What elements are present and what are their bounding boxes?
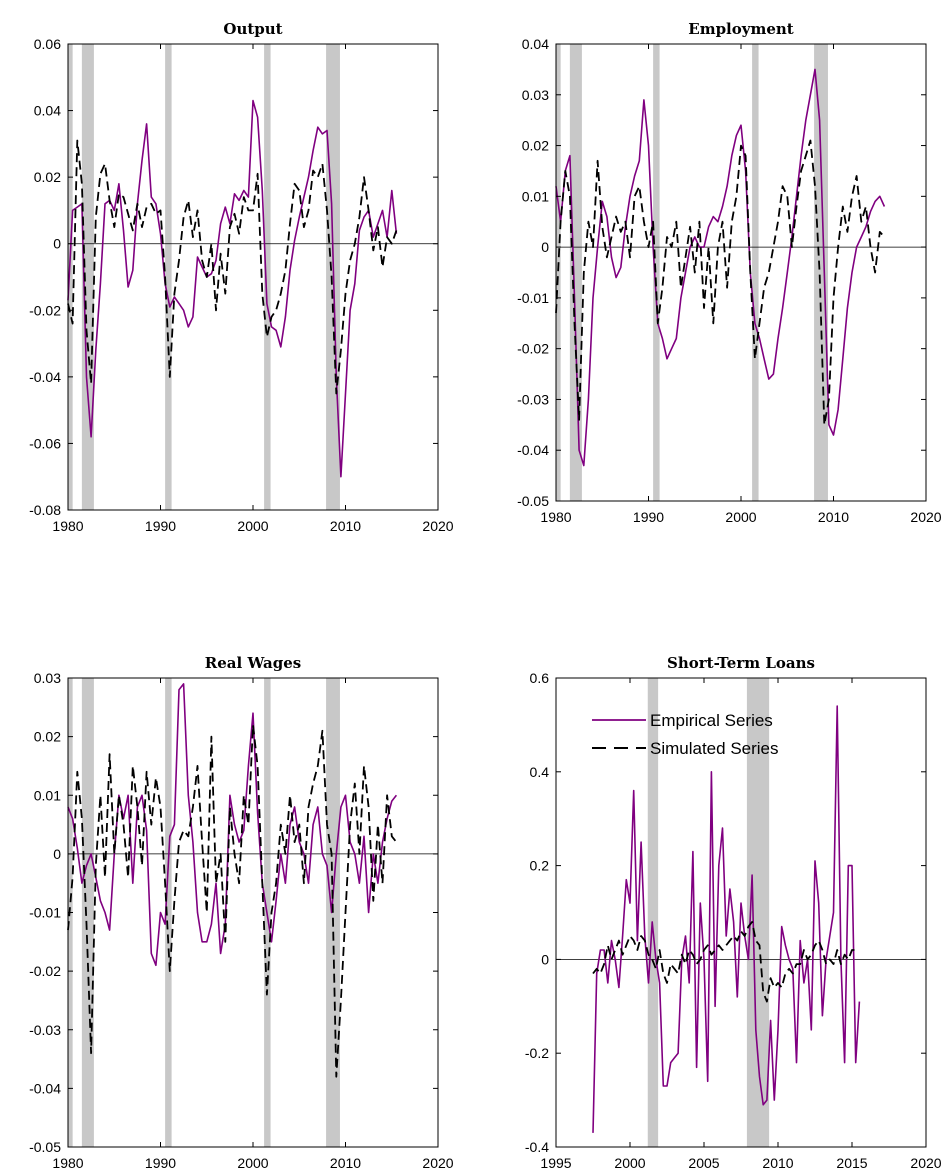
y-tick-label: 0.02 bbox=[522, 138, 549, 154]
simulated-series-line bbox=[555, 139, 886, 426]
x-tick-label: 2010 bbox=[330, 518, 361, 534]
x-tick-label: 1995 bbox=[540, 1155, 571, 1168]
plot-frame bbox=[555, 43, 927, 502]
x-tick-label: 2020 bbox=[910, 1155, 941, 1168]
y-tick-label: -0.02 bbox=[29, 302, 61, 318]
chart-title: Real Wages bbox=[205, 654, 301, 672]
recession-band bbox=[165, 678, 172, 1147]
y-tick-label: -0.4 bbox=[525, 1139, 549, 1155]
x-tick-label: 2005 bbox=[688, 1155, 719, 1168]
y-tick-label: -0.03 bbox=[517, 391, 549, 407]
recession-band bbox=[752, 44, 759, 501]
y-tick-label: 0.04 bbox=[522, 36, 549, 52]
y-tick-label: 0 bbox=[541, 951, 549, 967]
y-tick-label: 0.04 bbox=[34, 103, 61, 119]
y-tick-label: -0.08 bbox=[29, 502, 61, 518]
recession-band bbox=[569, 44, 582, 501]
y-tick-label: 0.01 bbox=[34, 787, 61, 803]
x-tick-label: 2010 bbox=[818, 509, 849, 525]
y-tick-label: 0.03 bbox=[34, 670, 61, 686]
y-tick-label: 0 bbox=[541, 239, 549, 255]
x-tick-label: 1990 bbox=[633, 509, 664, 525]
panel-short-term-loans: -0.4 -0.2 0 0.2 0.4 0.6 1995 2000 2005 2010 2015 20… bbox=[525, 654, 942, 1168]
recession-band bbox=[81, 678, 94, 1147]
simulated-series-line bbox=[67, 139, 398, 395]
y-tick-label: -0.06 bbox=[29, 435, 61, 451]
y-tick-label: -0.04 bbox=[29, 369, 61, 385]
x-tick-label: 2010 bbox=[762, 1155, 793, 1168]
y-tick-label: 0.02 bbox=[34, 729, 61, 745]
simulated-series-line bbox=[592, 921, 860, 1003]
chart-title: Employment bbox=[688, 20, 794, 38]
simulated-series-line bbox=[67, 724, 398, 1078]
x-tick-label: 1980 bbox=[52, 1155, 83, 1168]
y-tick-label: 0.6 bbox=[530, 670, 550, 686]
panel-real-wages: -0.05 -0.04 -0.03 -0.02 -0.01 0 0.01 0.02 0.03 19… bbox=[29, 654, 454, 1168]
y-tick-label: 0.06 bbox=[34, 36, 61, 52]
x-tick-label: 2000 bbox=[614, 1155, 645, 1168]
y-tick-label: -0.01 bbox=[29, 905, 61, 921]
y-tick-label: -0.02 bbox=[29, 963, 61, 979]
recession-band bbox=[746, 678, 770, 1147]
empirical-series-line bbox=[67, 99, 398, 478]
recession-band bbox=[264, 44, 271, 510]
x-tick-label: 1980 bbox=[540, 509, 571, 525]
y-tick-label: -0.2 bbox=[525, 1045, 549, 1061]
empirical-series-line bbox=[555, 68, 886, 467]
plot-frame bbox=[555, 677, 927, 1148]
y-tick-label: 0 bbox=[53, 846, 61, 862]
x-tick-label: 2000 bbox=[725, 509, 756, 525]
x-tick-label: 2000 bbox=[237, 518, 268, 534]
x-tick-label: 1980 bbox=[52, 518, 83, 534]
recession-band bbox=[653, 44, 660, 501]
y-tick-label: -0.01 bbox=[517, 290, 549, 306]
x-tick-label: 2020 bbox=[422, 518, 453, 534]
chart-title: Short-Term Loans bbox=[667, 654, 815, 672]
y-tick-label: -0.04 bbox=[29, 1080, 61, 1096]
panel-employment: -0.05 -0.04 -0.03 -0.02 -0.01 0 0.01 0.02 0.03 0.… bbox=[517, 20, 942, 525]
y-tick-label: 0.2 bbox=[530, 858, 550, 874]
y-tick-label: 0.01 bbox=[522, 188, 549, 204]
panel-output: -0.08 -0.06 -0.04 -0.02 0 0.02 0.04 0.06 1980 199… bbox=[29, 20, 454, 534]
x-tick-label: 1990 bbox=[145, 518, 176, 534]
recession-band bbox=[556, 44, 561, 501]
y-tick-label: 0.4 bbox=[530, 764, 550, 780]
recession-band bbox=[165, 44, 172, 510]
legend-label: Simulated Series bbox=[650, 739, 779, 758]
plot-frame bbox=[67, 677, 439, 1148]
x-tick-label: 2010 bbox=[330, 1155, 361, 1168]
y-tick-label: -0.05 bbox=[517, 493, 549, 509]
y-tick-label: 0.03 bbox=[522, 87, 549, 103]
y-tick-label: -0.05 bbox=[29, 1139, 61, 1155]
recession-band bbox=[814, 44, 828, 501]
recession-band bbox=[81, 44, 94, 510]
chart-title: Output bbox=[223, 20, 282, 38]
y-tick-label: 0 bbox=[53, 236, 61, 252]
legend-label: Empirical Series bbox=[650, 711, 773, 730]
x-tick-label: 1990 bbox=[145, 1155, 176, 1168]
x-tick-label: 2015 bbox=[836, 1155, 867, 1168]
y-tick-label: -0.02 bbox=[517, 341, 549, 357]
y-tick-label: 0.02 bbox=[34, 169, 61, 185]
recession-band bbox=[647, 678, 659, 1147]
y-tick-label: -0.04 bbox=[517, 442, 549, 458]
x-tick-label: 2020 bbox=[422, 1155, 453, 1168]
x-tick-label: 2000 bbox=[237, 1155, 268, 1168]
x-tick-label: 2020 bbox=[910, 509, 941, 525]
y-tick-label: -0.03 bbox=[29, 1022, 61, 1038]
empirical-series-line bbox=[592, 705, 861, 1133]
recession-band bbox=[68, 44, 73, 510]
